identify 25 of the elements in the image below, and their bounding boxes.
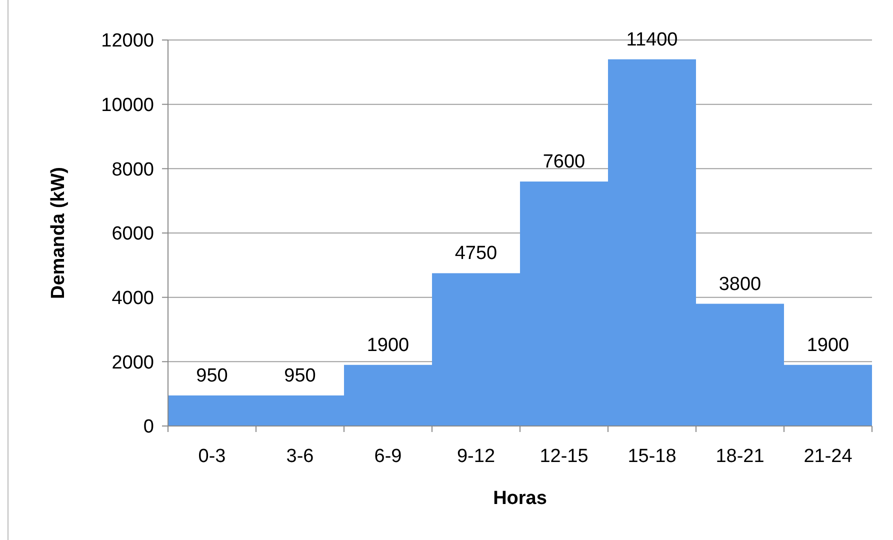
data-label: 950 bbox=[284, 365, 316, 386]
x-tick-label: 15-18 bbox=[628, 446, 676, 467]
data-label: 950 bbox=[196, 365, 228, 386]
x-tick-label: 21-24 bbox=[804, 446, 853, 467]
y-tick-label: 10000 bbox=[101, 94, 154, 116]
y-tick-label: 12000 bbox=[101, 30, 154, 52]
y-tick-label: 6000 bbox=[112, 224, 154, 245]
x-tick-label: 9-12 bbox=[456, 446, 496, 467]
x-tick-label: 12-15 bbox=[540, 446, 588, 467]
y-tick-label: 2000 bbox=[112, 352, 154, 374]
y-tick-label: 8000 bbox=[112, 159, 154, 180]
y-axis-title: Demanda (kW) bbox=[48, 167, 69, 299]
x-tick-label: 6-9 bbox=[374, 446, 402, 467]
x-tick-label: 3-6 bbox=[286, 446, 314, 467]
y-tick-label: 0 bbox=[143, 416, 154, 438]
x-tick-label: 0-3 bbox=[198, 446, 226, 467]
data-label: 1900 bbox=[366, 334, 410, 356]
data-label: 7600 bbox=[542, 152, 586, 173]
x-axis-title: Horas bbox=[493, 488, 547, 509]
data-label: 11400 bbox=[626, 29, 678, 50]
y-tick-label: 4000 bbox=[112, 288, 154, 309]
x-tick-label: 18-21 bbox=[716, 446, 764, 467]
data-label: 4750 bbox=[454, 243, 498, 264]
data-label: 1900 bbox=[806, 334, 850, 356]
data-label: 3800 bbox=[718, 274, 762, 295]
